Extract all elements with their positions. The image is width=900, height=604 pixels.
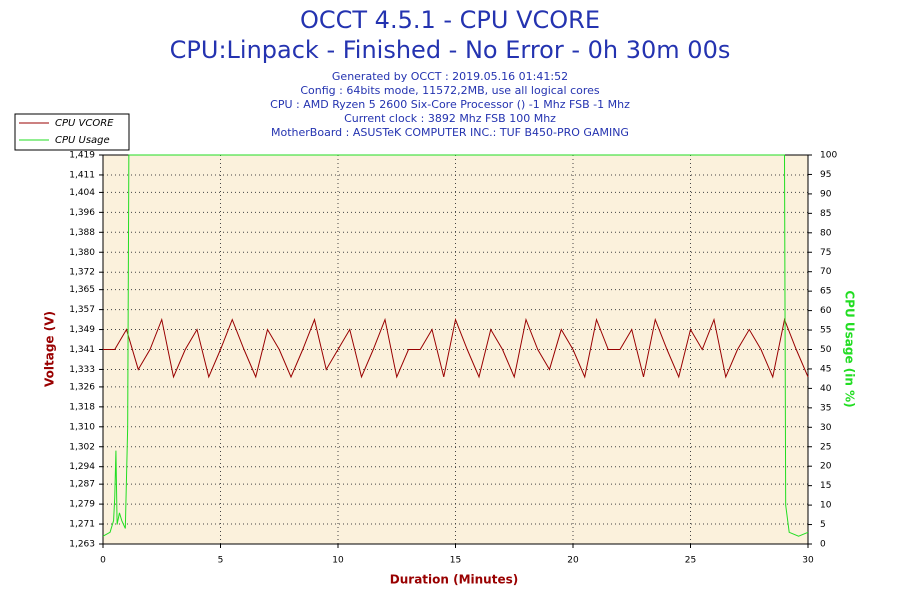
y2-tick-label: 100 <box>820 151 837 161</box>
series-line <box>102 154 809 537</box>
x-axis-label: Duration (Minutes) <box>390 573 518 587</box>
y2-tick-label: 30 <box>820 423 832 433</box>
y-tick-label: 1,302 <box>69 442 95 452</box>
legend-box <box>14 113 130 151</box>
x-tick-label: 5 <box>218 556 224 566</box>
x-tick-label: 30 <box>802 556 814 566</box>
y2-tick-label: 75 <box>820 248 831 258</box>
series-line <box>103 317 809 379</box>
info-line: Generated by OCCT : 2019.05.16 01:41:52 <box>332 70 568 83</box>
y2-axis-label: CPU Usage (in %) <box>843 290 857 407</box>
y-tick-label: 1,404 <box>69 188 95 198</box>
y-tick-label: 1,263 <box>69 540 95 550</box>
y-tick-label: 1,396 <box>69 208 95 218</box>
y2-tick-label: 10 <box>820 501 832 511</box>
legend-label: CPU Usage <box>55 135 110 146</box>
x-tick-label: 0 <box>100 556 106 566</box>
y-tick-label: 1,419 <box>69 151 95 161</box>
x-tick-label: 20 <box>567 556 579 566</box>
y-tick-label: 1,372 <box>69 268 95 278</box>
legend-label: CPU VCORE <box>55 118 114 129</box>
y2-tick-label: 60 <box>820 306 832 316</box>
y2-tick-label: 20 <box>820 462 832 472</box>
y-tick-label: 1,349 <box>69 325 95 335</box>
x-tick-label: 15 <box>450 556 461 566</box>
y2-tick-label: 0 <box>820 540 826 550</box>
chart-title: OCCT 4.5.1 - CPU VCORE <box>300 6 600 34</box>
y2-tick-label: 5 <box>820 520 826 530</box>
y-tick-label: 1,333 <box>69 365 95 375</box>
y2-tick-label: 85 <box>820 209 831 219</box>
y2-tick-label: 70 <box>820 267 832 277</box>
y-tick-label: 1,318 <box>69 402 95 412</box>
info-line: Current clock : 3892 Mhz FSB 100 Mhz <box>344 112 556 125</box>
y2-tick-label: 90 <box>820 189 832 199</box>
y2-tick-label: 80 <box>820 228 832 238</box>
info-line: Config : 64bits mode, 11572,2MB, use all… <box>300 84 600 97</box>
y2-tick-label: 35 <box>820 403 831 413</box>
y-tick-label: 1,326 <box>69 382 95 392</box>
y-tick-label: 1,310 <box>69 422 95 432</box>
info-line: MotherBoard : ASUSTeK COMPUTER INC.: TUF… <box>271 126 629 139</box>
y-tick-label: 1,357 <box>69 305 95 315</box>
y2-tick-label: 95 <box>820 170 831 180</box>
x-tick-label: 10 <box>332 556 344 566</box>
y-tick-label: 1,365 <box>69 285 95 295</box>
y2-tick-label: 45 <box>820 364 831 374</box>
y-tick-label: 1,287 <box>69 480 95 490</box>
y-tick-label: 1,341 <box>69 345 95 355</box>
y2-tick-label: 50 <box>820 345 832 355</box>
info-line: CPU : AMD Ryzen 5 2600 Six-Core Processo… <box>270 98 630 111</box>
x-tick-label: 25 <box>685 556 696 566</box>
y-tick-label: 1,279 <box>69 500 95 510</box>
y2-tick-label: 65 <box>820 287 831 297</box>
y2-tick-label: 25 <box>820 442 831 452</box>
y2-tick-label: 40 <box>820 384 832 394</box>
y-axis-label: Voltage (V) <box>43 311 57 387</box>
y-tick-label: 1,411 <box>69 170 95 180</box>
chart-subtitle: CPU:Linpack - Finished - No Error - 0h 3… <box>170 36 731 64</box>
y-tick-label: 1,294 <box>69 462 95 472</box>
y2-tick-label: 55 <box>820 326 831 336</box>
y-tick-label: 1,388 <box>69 228 95 238</box>
y-tick-label: 1,271 <box>69 520 95 530</box>
y2-tick-label: 15 <box>820 481 831 491</box>
y-tick-label: 1,380 <box>69 248 95 258</box>
